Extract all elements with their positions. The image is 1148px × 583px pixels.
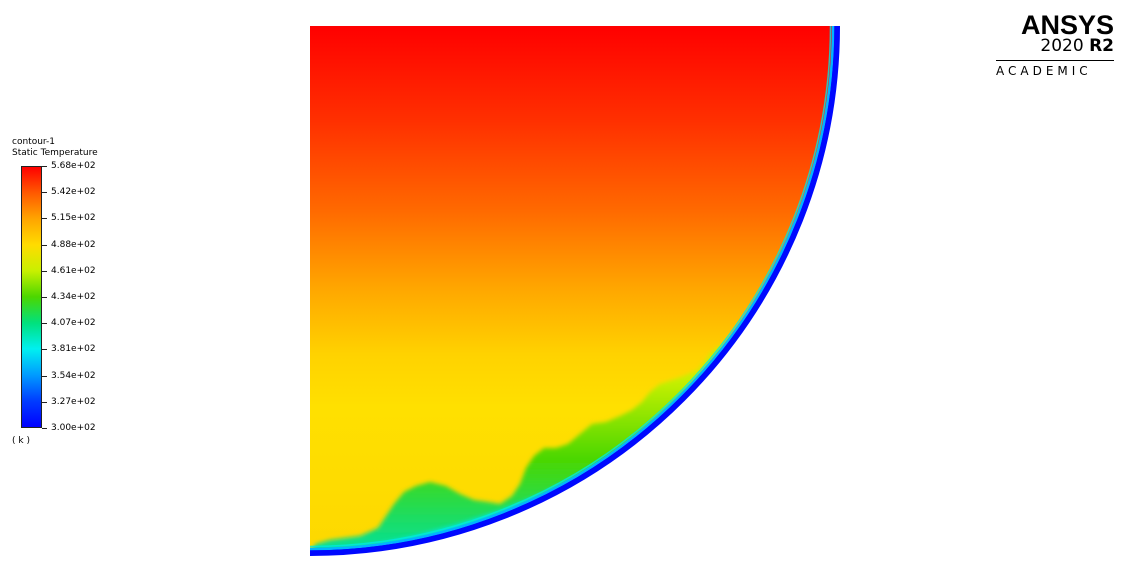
colorbar-tick-label: 4.34e+02 [51, 292, 96, 302]
ansys-logo: ANSYS 2020 R2 ACADEMIC [990, 10, 1120, 80]
colorbar-tick-label: 5.42e+02 [51, 187, 96, 197]
legend-contour-name: contour-1 [12, 137, 55, 147]
colorbar-tick-label: 5.68e+02 [51, 161, 96, 171]
colorbar-tick-mark [42, 245, 47, 246]
colorbar-tick-mark [42, 349, 47, 350]
colorbar-tick-label: 3.54e+02 [51, 371, 96, 381]
colorbar-tick-mark [42, 297, 47, 298]
legend-units: ( k ) [12, 436, 30, 446]
logo-edition: ACADEMIC [996, 64, 1092, 78]
colorbar-tick-mark [42, 323, 47, 324]
colorbar-tick-mark [42, 218, 47, 219]
logo-divider [996, 60, 1114, 61]
legend-variable-name: Static Temperature [12, 148, 98, 158]
wall-outer-ring [309, 25, 840, 556]
logo-version-release: R2 [1089, 36, 1114, 56]
colorbar-legend: contour-1 Static Temperature 5.68e+02 5.4… [0, 0, 200, 460]
logo-version: 2020 R2 [1040, 36, 1114, 56]
temperature-field [310, 26, 833, 549]
colorbar-tick-label: 3.81e+02 [51, 344, 96, 354]
colorbar-tick-label: 4.88e+02 [51, 240, 96, 250]
colorbar-tick-mark [42, 376, 47, 377]
colorbar-tick-label: 3.00e+02 [51, 423, 96, 433]
colorbar-tick-mark [42, 402, 47, 403]
colorbar-tick-mark [42, 271, 47, 272]
wall-inner-ring [309, 25, 835, 551]
logo-brand: ANSYS [1020, 10, 1114, 40]
colorbar-tick-mark [42, 428, 47, 429]
colorbar-tick-mark [42, 166, 47, 167]
colorbar-tick-label: 4.07e+02 [51, 318, 96, 328]
colorbar-tick-label: 4.61e+02 [51, 266, 96, 276]
colorbar-tick-label: 3.27e+02 [51, 397, 96, 407]
logo-version-year: 2020 [1040, 36, 1084, 56]
wall-inner-ring-highlight [309, 25, 832, 548]
colorbar [21, 166, 42, 428]
colorbar-tick-mark [42, 192, 47, 193]
colorbar-tick-label: 5.15e+02 [51, 213, 96, 223]
